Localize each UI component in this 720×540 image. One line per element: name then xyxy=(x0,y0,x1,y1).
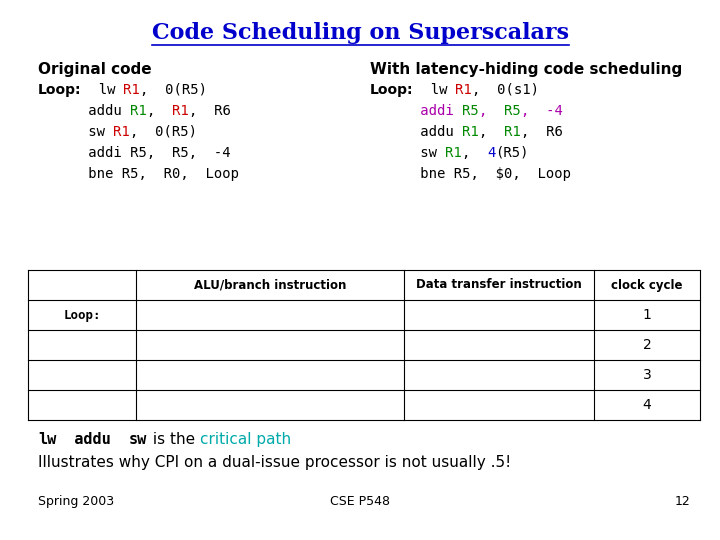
Text: R5: R5 xyxy=(504,104,521,118)
Text: ,: , xyxy=(479,104,504,118)
Text: ,  -4: , -4 xyxy=(521,104,562,118)
Text: With latency-hiding code scheduling: With latency-hiding code scheduling xyxy=(370,62,683,77)
Text: ,  0(R5): , 0(R5) xyxy=(130,125,197,139)
Text: Original code: Original code xyxy=(38,62,152,77)
Text: (R5): (R5) xyxy=(495,146,529,160)
Text: Data transfer instruction: Data transfer instruction xyxy=(416,279,582,292)
Text: addu: addu xyxy=(38,104,130,118)
Text: lw: lw xyxy=(38,432,56,447)
Text: Spring 2003: Spring 2003 xyxy=(38,495,114,508)
Text: Loop:: Loop: xyxy=(370,83,413,97)
Text: addi: addi xyxy=(370,104,462,118)
Text: 3: 3 xyxy=(643,368,652,382)
Text: clock cycle: clock cycle xyxy=(611,279,683,292)
Text: R1: R1 xyxy=(462,125,479,139)
Text: ALU/branch instruction: ALU/branch instruction xyxy=(194,279,346,292)
Text: 4: 4 xyxy=(643,398,652,412)
Text: ,: , xyxy=(479,125,504,139)
Text: is the: is the xyxy=(148,432,199,447)
Text: R1: R1 xyxy=(504,125,521,139)
Text: 2: 2 xyxy=(643,338,652,352)
Text: R1: R1 xyxy=(130,104,147,118)
Text: bne R5,  $0,  Loop: bne R5, $0, Loop xyxy=(370,167,571,181)
Text: ,: , xyxy=(147,104,172,118)
Text: R1: R1 xyxy=(455,83,472,97)
Text: ,  R6: , R6 xyxy=(189,104,230,118)
Text: R5: R5 xyxy=(462,104,479,118)
Text: 1: 1 xyxy=(642,308,652,322)
Text: addi R5,  R5,  -4: addi R5, R5, -4 xyxy=(38,146,230,160)
Text: 4: 4 xyxy=(487,146,495,160)
Text: bne R5,  R0,  Loop: bne R5, R0, Loop xyxy=(38,167,239,181)
Text: addu: addu xyxy=(56,432,130,447)
Text: sw: sw xyxy=(370,146,446,160)
Text: sw: sw xyxy=(38,125,113,139)
Text: ,  R6: , R6 xyxy=(521,125,562,139)
Text: Code Scheduling on Superscalars: Code Scheduling on Superscalars xyxy=(151,22,569,44)
Text: sw: sw xyxy=(130,432,148,447)
Text: lw: lw xyxy=(413,83,455,97)
Text: Illustrates why CPI on a dual-issue processor is not usually .5!: Illustrates why CPI on a dual-issue proc… xyxy=(38,455,511,470)
Text: addu: addu xyxy=(370,125,462,139)
Text: ,  0(R5): , 0(R5) xyxy=(140,83,207,97)
Text: 12: 12 xyxy=(674,495,690,508)
Text: Loop:: Loop: xyxy=(63,308,101,321)
Text: ,  0(s1): , 0(s1) xyxy=(472,83,539,97)
Text: R1: R1 xyxy=(123,83,140,97)
Text: Loop:: Loop: xyxy=(38,83,81,97)
Text: R1: R1 xyxy=(172,104,189,118)
Text: CSE P548: CSE P548 xyxy=(330,495,390,508)
Text: R1: R1 xyxy=(113,125,130,139)
Text: lw: lw xyxy=(81,83,123,97)
Text: R1: R1 xyxy=(446,146,462,160)
Text: critical path: critical path xyxy=(199,432,291,447)
Text: ,: , xyxy=(462,146,487,160)
